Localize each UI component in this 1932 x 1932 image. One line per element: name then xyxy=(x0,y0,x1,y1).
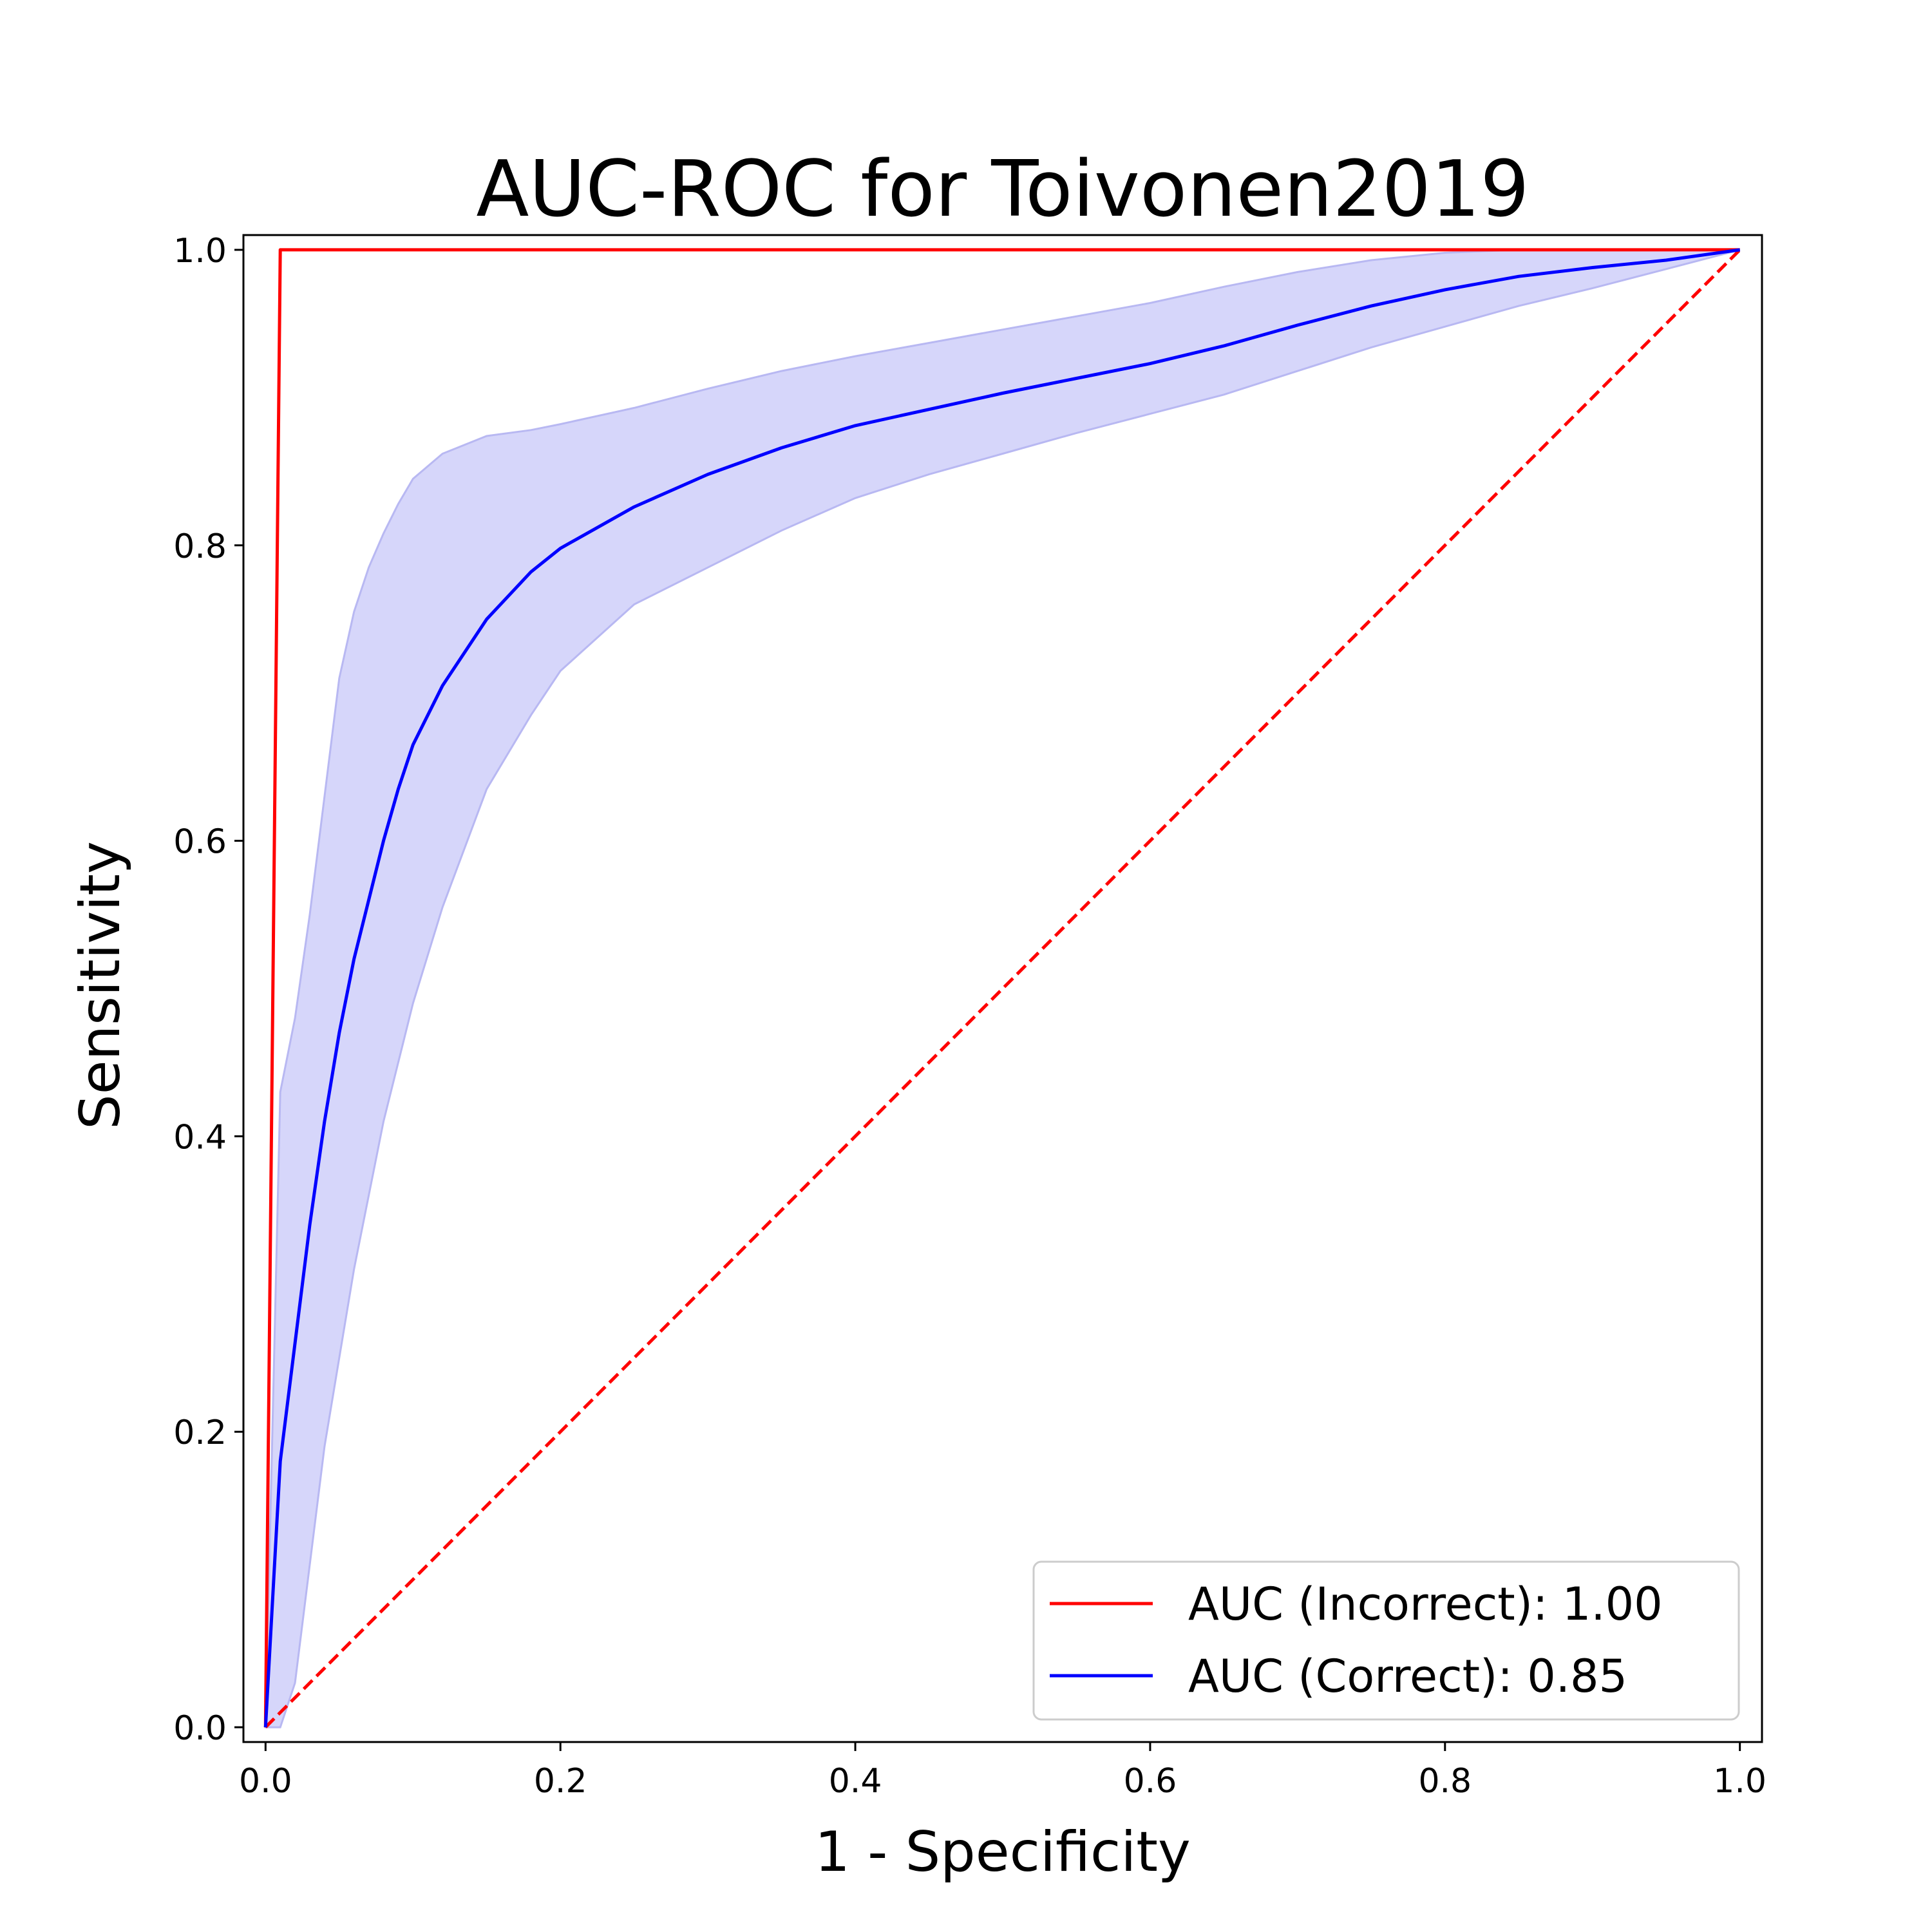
y-tick-label: 0.0 xyxy=(173,1709,227,1748)
x-tick-label: 0.0 xyxy=(239,1762,292,1801)
y-tick-label: 0.4 xyxy=(173,1118,227,1157)
axis-ticks: 0.0 0.2 0.4 0.6 0.8 1.0 0.0 0.2 0.4 0.6 0.8 1.0 xyxy=(173,232,1766,1801)
series-line-incorrect xyxy=(263,248,1740,1728)
chart-title: AUC-ROC for Toivonen2019 xyxy=(476,145,1529,234)
plot-area xyxy=(242,234,1763,1743)
legend-box xyxy=(1032,1560,1740,1721)
y-axis-label: Sensitivity xyxy=(68,841,133,1130)
x-axis-label: 1 - Specificity xyxy=(815,1820,1191,1884)
x-tick-label: 0.4 xyxy=(829,1762,882,1801)
x-tick-label: 0.2 xyxy=(534,1762,587,1801)
legend: AUC (Incorrect): 1.00 AUC (Correct): 0.85 xyxy=(1032,1560,1740,1721)
x-tick-label: 0.6 xyxy=(1124,1762,1177,1801)
y-tick-label: 0.8 xyxy=(173,527,227,566)
legend-label: AUC (Incorrect): 1.00 xyxy=(1188,1578,1663,1631)
y-tick-label: 1.0 xyxy=(173,232,227,270)
y-tick-label: 0.2 xyxy=(173,1414,227,1452)
y-tick-label: 0.6 xyxy=(173,823,227,862)
diagonal-reference-line xyxy=(264,249,1741,1728)
series-line-correct xyxy=(263,248,1741,1728)
x-tick-label: 0.8 xyxy=(1418,1762,1472,1801)
x-tick-label: 1.0 xyxy=(1713,1762,1766,1801)
axes-frame xyxy=(242,234,1763,1743)
legend-label: AUC (Correct): 0.85 xyxy=(1188,1650,1627,1703)
